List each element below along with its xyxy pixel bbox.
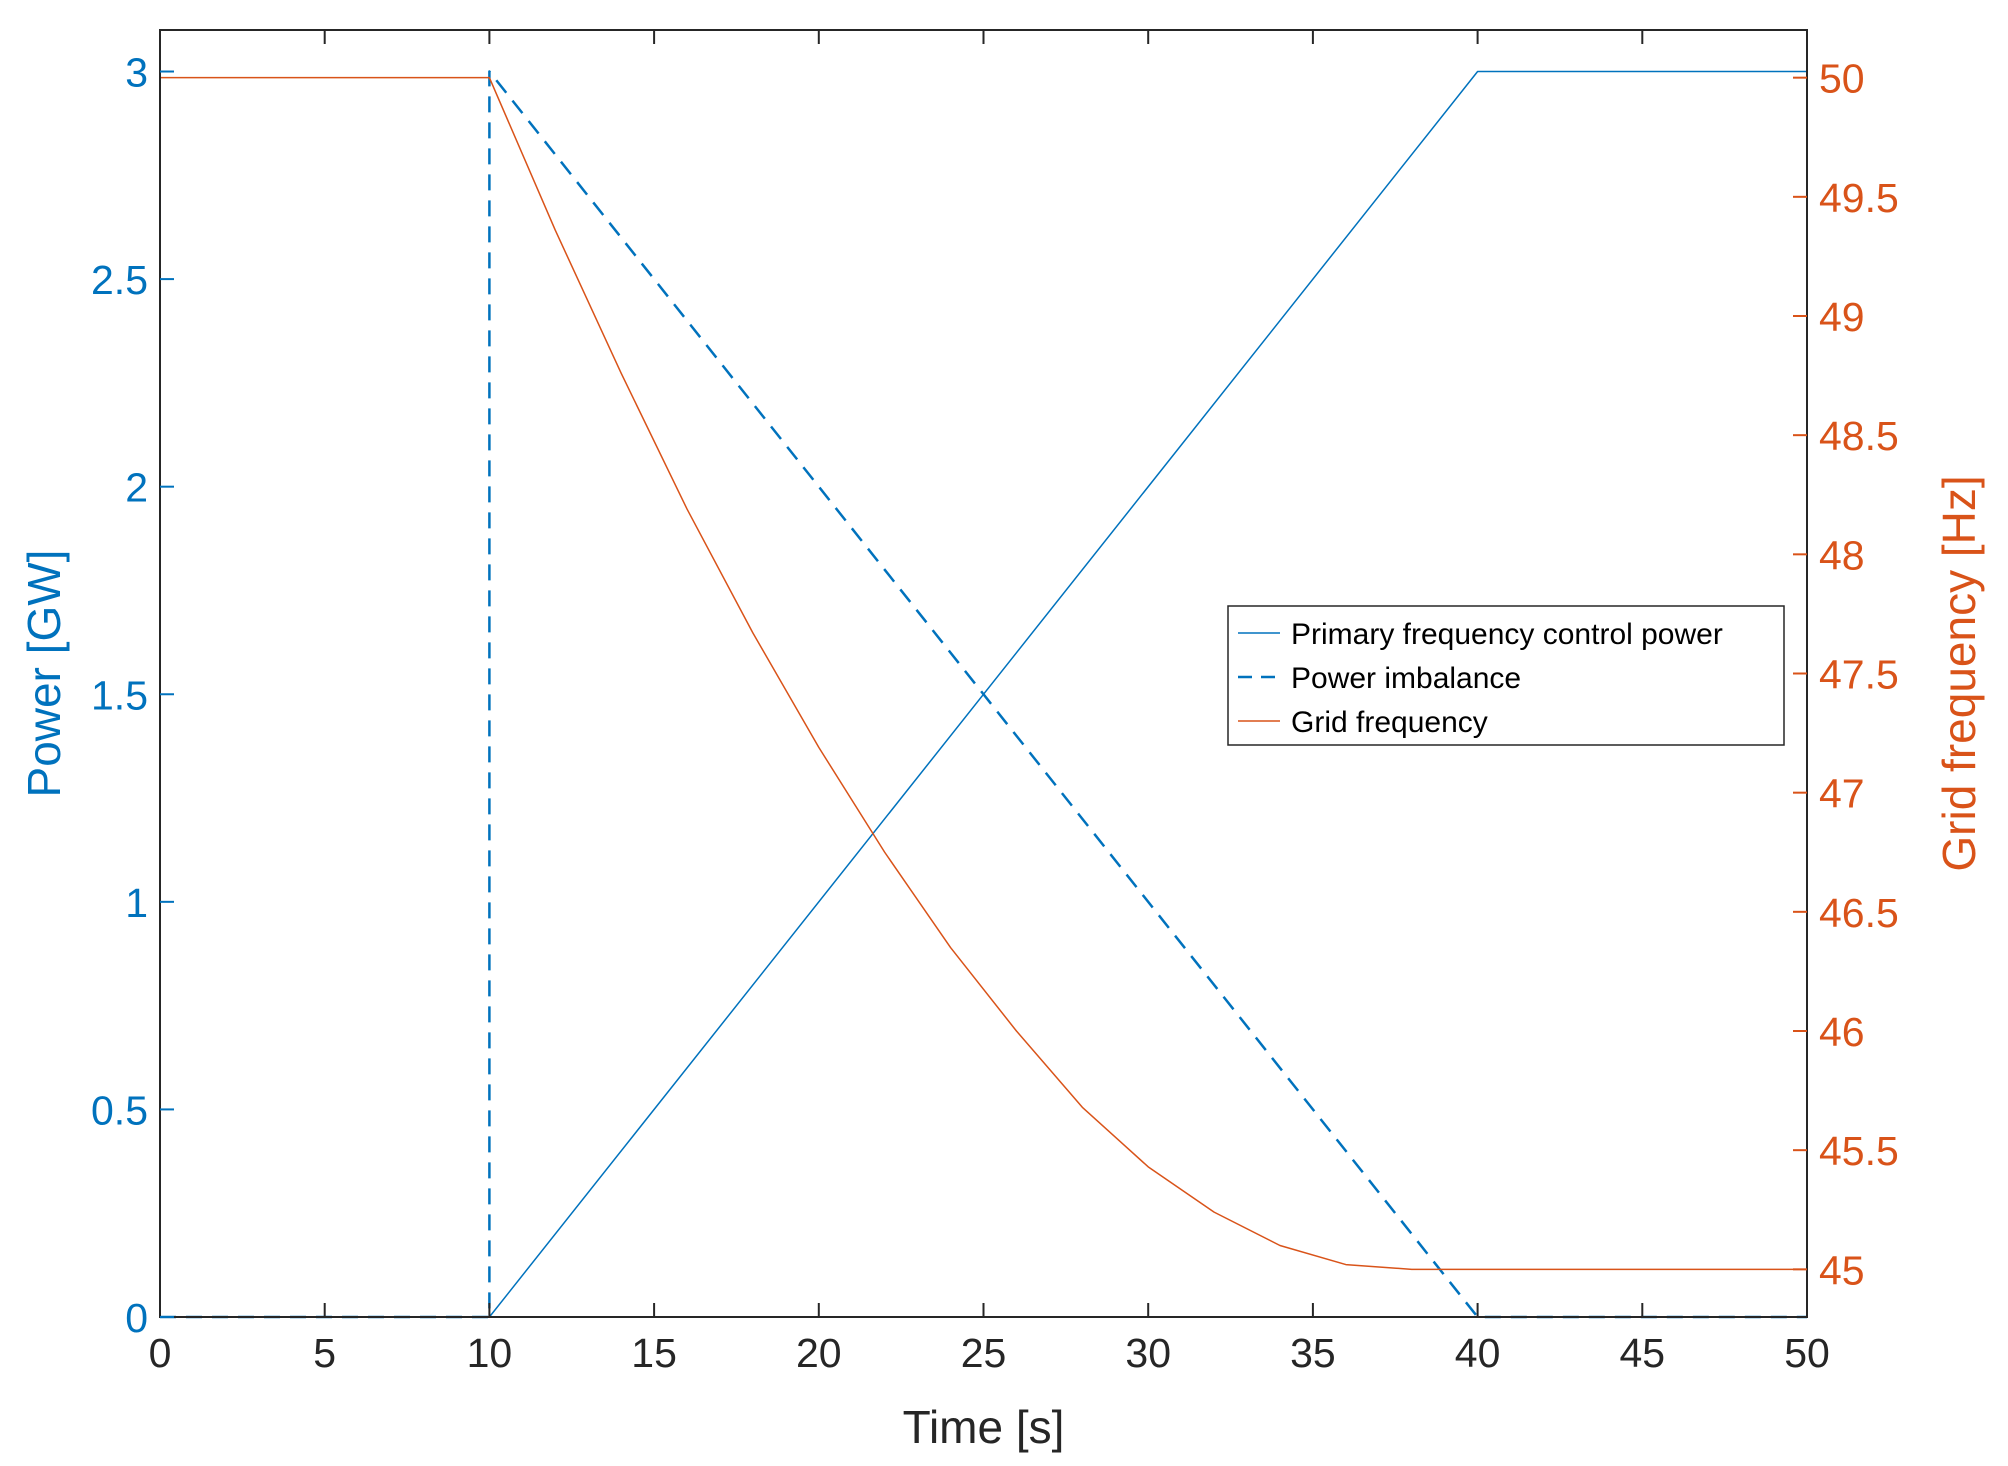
- x-tick-label: 30: [1125, 1330, 1171, 1376]
- y-left-tick-label: 1.5: [91, 672, 148, 718]
- x-tick-label: 0: [149, 1330, 172, 1376]
- x-tick-label: 20: [796, 1330, 842, 1376]
- y-left-tick-label: 3: [125, 50, 148, 96]
- y-right-tick-label: 48.5: [1819, 413, 1899, 459]
- y-left-tick-label: 2.5: [91, 257, 148, 303]
- y-right-axis: 45 45.5 46 46.5 47 47.5 48 48.5 49 49.5 50: [1793, 56, 1899, 1293]
- y-right-tick-label: 45: [1819, 1247, 1865, 1293]
- x-tick-label: 50: [1784, 1330, 1830, 1376]
- y-right-tick-label: 47: [1819, 771, 1865, 817]
- y-left-tick-label: 2: [125, 465, 148, 511]
- legend-label-power-imbalance: Power imbalance: [1291, 662, 1521, 695]
- x-axis: 0 5 10 15 20 25 30 35 40 45 50: [149, 30, 1830, 1376]
- x-tick-label: 15: [631, 1330, 677, 1376]
- x-axis-title: Time [s]: [903, 1401, 1065, 1453]
- y-right-tick-label: 45.5: [1819, 1128, 1899, 1174]
- x-tick-label: 35: [1290, 1330, 1336, 1376]
- y-right-tick-label: 47.5: [1819, 652, 1899, 698]
- legend-box: [1227, 605, 1785, 746]
- y-right-tick-label: 49: [1819, 294, 1865, 340]
- series-line-3: [160, 76, 1807, 1271]
- legend-label-primary-control-power: Primary frequency control power: [1291, 618, 1723, 651]
- y-left-tick-label: 0.5: [91, 1087, 148, 1133]
- y-right-tick-label: 48: [1819, 532, 1865, 578]
- y-left-tick-label: 0: [125, 1295, 148, 1341]
- y-right-tick-label: 49.5: [1819, 175, 1899, 221]
- x-tick-label: 10: [467, 1330, 513, 1376]
- y-right-tick-label: 50: [1819, 56, 1865, 102]
- y-right-tick-label: 46.5: [1819, 890, 1899, 936]
- y-left-axis-title: Power [GW]: [18, 550, 70, 798]
- legend: Primary frequency control power Power im…: [1227, 605, 1785, 746]
- y-left-tick-label: 1: [125, 880, 148, 926]
- x-tick-label: 40: [1455, 1330, 1501, 1376]
- y-right-axis-title: Grid frequency [Hz]: [1933, 475, 1985, 871]
- x-tick-label: 5: [313, 1330, 336, 1376]
- y-left-axis: 0 0.5 1 1.5 2 2.5 3: [91, 50, 174, 1341]
- legend-label-grid-frequency: Grid frequency: [1291, 706, 1488, 739]
- x-tick-label: 45: [1619, 1330, 1665, 1376]
- y-right-tick-label: 46: [1819, 1009, 1865, 1055]
- x-tick-label: 25: [961, 1330, 1007, 1376]
